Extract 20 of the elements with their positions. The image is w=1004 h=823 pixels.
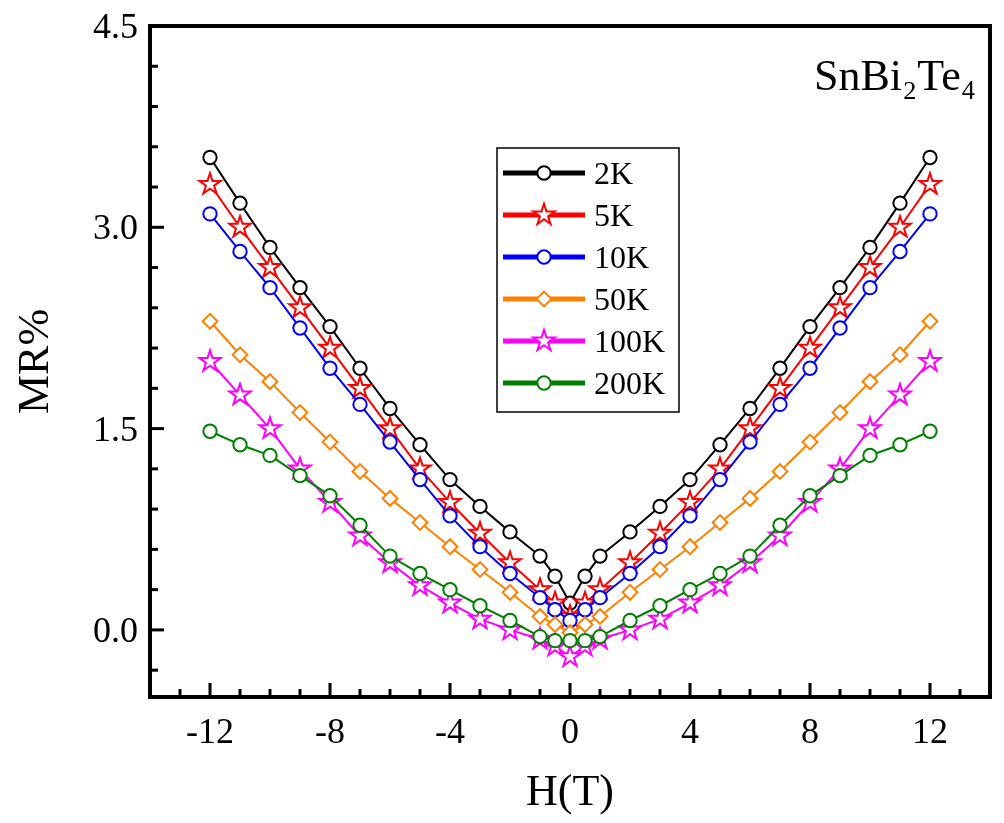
y-tick-label: 3.0 bbox=[93, 207, 138, 248]
y-tick-label: 0.0 bbox=[93, 609, 138, 650]
x-tick-label: -8 bbox=[315, 711, 345, 751]
legend-label: 2K bbox=[594, 155, 634, 191]
x-tick-label: -12 bbox=[186, 711, 234, 751]
legend-label: 200K bbox=[594, 365, 666, 401]
x-tick-label: 4 bbox=[681, 711, 699, 751]
x-tick-label: 0 bbox=[561, 711, 579, 751]
legend-label: 10K bbox=[594, 239, 650, 275]
legend-label: 100K bbox=[594, 323, 666, 359]
y-tick-label: 4.5 bbox=[93, 6, 138, 46]
legend-label: 50K bbox=[594, 281, 650, 317]
text: SnBi₂Te₄ bbox=[813, 51, 976, 100]
x-tick-label: -4 bbox=[435, 711, 465, 751]
y-tick-label: 1.5 bbox=[93, 408, 138, 449]
legend-label: 5K bbox=[594, 197, 634, 233]
x-axis-title: H(T) bbox=[526, 766, 614, 815]
x-tick-label: 12 bbox=[912, 711, 948, 751]
x-tick-label: 8 bbox=[801, 711, 819, 751]
y-axis-title: MR% bbox=[9, 308, 58, 415]
